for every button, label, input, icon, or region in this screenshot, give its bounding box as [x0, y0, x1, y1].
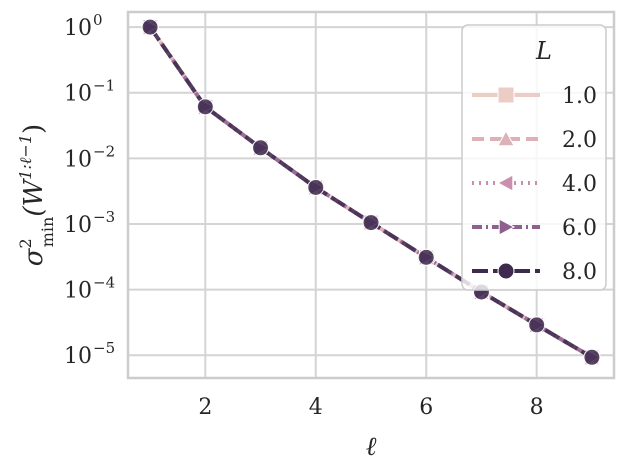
data-point	[583, 348, 601, 366]
y-tick-label: 10 0	[64, 11, 103, 41]
y-tick-label: 10 −2	[64, 142, 115, 172]
y-tick-base: 10	[64, 279, 92, 304]
legend-entry-4.0: 4.0	[472, 172, 597, 197]
y-axis-label: σ2 min(W1:ℓ−1)	[16, 124, 57, 266]
y-tick-label: 10 −3	[64, 208, 115, 238]
y-tick-base: 10	[64, 16, 92, 41]
ylabel-arg-sup: 1:ℓ−1	[16, 134, 35, 180]
ylabel-base: σ	[19, 247, 49, 266]
ylabel-sup: 2	[16, 238, 35, 248]
data-point	[252, 139, 270, 157]
y-tick-exponent: −5	[93, 339, 115, 357]
data-point	[196, 98, 214, 116]
legend-label: 6.0	[562, 216, 597, 241]
legend-label: 4.0	[562, 172, 597, 197]
y-tick-exponent: −3	[93, 208, 115, 226]
x-tick-labels: 2 4 6 8	[198, 395, 543, 420]
legend-entry-6.0: 6.0	[472, 216, 597, 241]
legend-marker	[497, 129, 515, 147]
data-point	[362, 214, 380, 232]
data-point	[528, 316, 546, 334]
legend-entry-8.0: 8.0	[472, 260, 597, 285]
legend-marker	[497, 86, 515, 104]
y-tick-label: 10 −4	[64, 274, 115, 304]
data-point	[141, 18, 159, 36]
x-tick-label: 8	[530, 395, 544, 420]
y-tick-exponent: 0	[93, 11, 103, 29]
x-tick-label: 2	[198, 395, 212, 420]
y-tick-base: 10	[64, 344, 92, 369]
legend-marker	[498, 218, 516, 236]
legend-entry-2.0: 2.0	[472, 128, 597, 153]
legend: L 1.0 2.0 4.0 6.0 8.0	[461, 24, 607, 291]
x-axis-label: ℓ	[366, 432, 377, 462]
y-tick-base: 10	[64, 147, 92, 172]
legend-title: L	[535, 37, 552, 65]
legend-entry-1.0: 1.0	[472, 84, 597, 109]
series-layer	[141, 18, 601, 367]
y-tick-exponent: −4	[93, 274, 115, 292]
y-tick-base: 10	[64, 213, 92, 238]
y-tick-exponent: −1	[93, 77, 115, 95]
y-tick-label: 10 −1	[64, 77, 115, 107]
ylabel-arg: (W	[19, 178, 49, 217]
series-8.0	[141, 18, 601, 366]
grid	[128, 12, 614, 378]
legend-label: 2.0	[562, 128, 597, 153]
legend-label: 8.0	[562, 260, 597, 285]
y-tick-label: 10 −5	[64, 339, 115, 369]
legend-marker	[497, 262, 515, 280]
y-axis-label-text: σ2 min(W1:ℓ−1)	[16, 124, 57, 266]
plot-frame	[126, 10, 616, 380]
legend-marker	[496, 174, 514, 192]
data-point	[307, 178, 325, 196]
x-tick-label: 6	[419, 395, 433, 420]
legend-box	[461, 24, 607, 291]
ylabel-close: )	[19, 124, 49, 134]
data-point	[417, 248, 435, 266]
y-tick-exponent: −2	[93, 142, 115, 160]
x-tick-label: 4	[309, 395, 323, 420]
legend-label: 1.0	[562, 84, 597, 109]
ylabel-sub: min	[38, 217, 57, 248]
y-tick-base: 10	[64, 82, 92, 107]
